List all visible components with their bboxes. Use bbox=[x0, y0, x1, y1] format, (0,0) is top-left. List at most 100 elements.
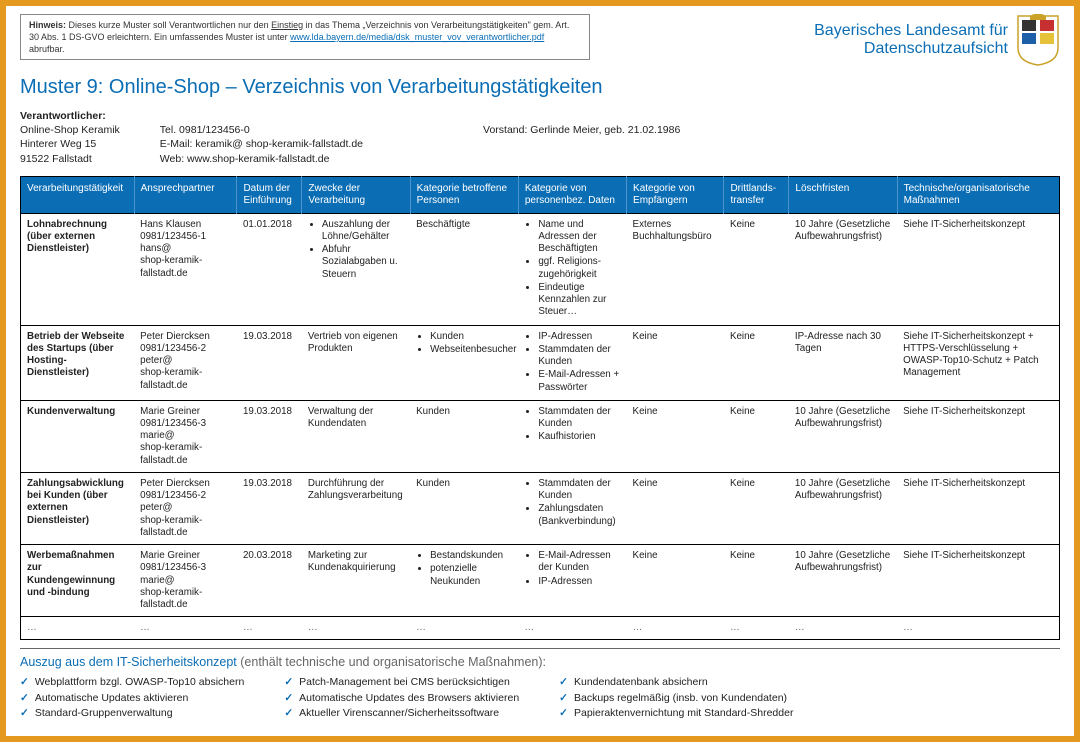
table-cell: Keine bbox=[724, 545, 789, 617]
table-cell: Verwaltung der Kundendaten bbox=[302, 400, 410, 472]
table-cell: Betrieb der Webseite des Startups (über … bbox=[21, 325, 135, 400]
table-cell: … bbox=[627, 617, 724, 640]
footer-item: Backups regelmäßig (insb. von Kundendate… bbox=[559, 691, 793, 706]
table-cell: Hans Klausen0981/123456-1hans@shop-keram… bbox=[134, 213, 237, 325]
info-col-3: Vorstand: Gerlinde Meier, geb. 21.02.198… bbox=[483, 109, 680, 166]
footer-item: Webplattform bzgl. OWASP-Top10 absichern bbox=[20, 675, 244, 690]
table-cell: 10 Jahre (Gesetzliche Aufbewahrungsfrist… bbox=[789, 545, 897, 617]
note-link[interactable]: www.lda.bayern.de/media/dsk_muster_vov_v… bbox=[290, 32, 544, 42]
note-t3: abrufbar. bbox=[29, 44, 65, 54]
footer-item: Kundendatenbank absichern bbox=[559, 675, 793, 690]
agency-block: Bayerisches Landesamt für Datenschutzauf… bbox=[814, 14, 1060, 66]
footer-title: Auszug aus dem IT-Sicherheitskonzept (en… bbox=[20, 655, 1060, 669]
table-cell: 10 Jahre (Gesetzliche Aufbewahrungsfrist… bbox=[789, 213, 897, 325]
table-cell: KundenWebseitenbesucher bbox=[410, 325, 518, 400]
col-header: Kategorie betroffene Personen bbox=[410, 176, 518, 213]
table-cell: Siehe IT-Sicherheitskonzept + HTTPS-Vers… bbox=[897, 325, 1059, 400]
col-header: Kategorie von Empfängern bbox=[627, 176, 724, 213]
table-cell: 19.03.2018 bbox=[237, 400, 302, 472]
table-cell: 10 Jahre (Gesetzliche Aufbewahrungsfrist… bbox=[789, 472, 897, 544]
footer-col-2: Patch-Management bei CMS berücksichtigen… bbox=[284, 675, 519, 721]
table-cell: Kunden bbox=[410, 472, 518, 544]
footer-columns: Webplattform bzgl. OWASP-Top10 absichern… bbox=[20, 675, 1060, 721]
agency-line2: Datenschutzaufsicht bbox=[814, 40, 1008, 58]
note-underline: Einstieg bbox=[271, 20, 303, 30]
table-header-row: VerarbeitungstätigkeitAnsprechpartnerDat… bbox=[21, 176, 1060, 213]
table-cell: Peter Diercksen0981/123456-2peter@shop-k… bbox=[134, 472, 237, 544]
col-header: Zwecke der Verarbeitung bbox=[302, 176, 410, 213]
table-cell: Stammdaten der KundenKaufhistorien bbox=[518, 400, 626, 472]
table-cell: Keine bbox=[627, 545, 724, 617]
table-cell: Beschäftigte bbox=[410, 213, 518, 325]
table-cell: Bestandskundenpotenzielle Neukunden bbox=[410, 545, 518, 617]
table-cell: Keine bbox=[627, 472, 724, 544]
bavaria-crest-icon bbox=[1016, 14, 1060, 66]
table-cell: Name und Adressen der Beschäftigtenggf. … bbox=[518, 213, 626, 325]
table-cell: Keine bbox=[627, 325, 724, 400]
processing-table: VerarbeitungstätigkeitAnsprechpartnerDat… bbox=[20, 176, 1060, 641]
table-cell: … bbox=[724, 617, 789, 640]
col-header: Technische/organisatorische Maßnahmen bbox=[897, 176, 1059, 213]
table-cell: Keine bbox=[724, 400, 789, 472]
agency-text: Bayerisches Landesamt für Datenschutzauf… bbox=[814, 22, 1008, 59]
note-t1: Dieses kurze Muster soll Verantwortliche… bbox=[66, 20, 271, 30]
table-cell: IP-AdressenStammdaten der KundenE-Mail-A… bbox=[518, 325, 626, 400]
footer-title-blue: Auszug aus dem IT-Sicherheitskonzept bbox=[20, 655, 237, 669]
note-box: Hinweis: Dieses kurze Muster soll Verant… bbox=[20, 14, 590, 60]
info-c2-2: Web: www.shop-keramik-fallstadt.de bbox=[160, 152, 363, 166]
table-cell: Auszahlung der Löhne/GehälterAbfuhr Sozi… bbox=[302, 213, 410, 325]
table-cell: Durchführung der Zahlungsverarbeitung bbox=[302, 472, 410, 544]
table-cell: 20.03.2018 bbox=[237, 545, 302, 617]
info-c2-0: Tel. 0981/123456-0 bbox=[160, 123, 363, 137]
info-c2-1: E-Mail: keramik@ shop-keramik-fallstadt.… bbox=[160, 137, 363, 151]
table-cell: Siehe IT-Sicherheitskonzept bbox=[897, 472, 1059, 544]
table-cell: Siehe IT-Sicherheitskonzept bbox=[897, 400, 1059, 472]
note-prefix: Hinweis: bbox=[29, 20, 66, 30]
table-cell: … bbox=[897, 617, 1059, 640]
table-cell: Marie Greiner0981/123456-3marie@shop-ker… bbox=[134, 400, 237, 472]
col-header: Verarbeitungstätigkeit bbox=[21, 176, 135, 213]
table-cell: E-Mail-Adressen der KundenIP-Adressen bbox=[518, 545, 626, 617]
info-col-1: Verantwortlicher: Online-Shop Keramik Hi… bbox=[20, 109, 120, 166]
table-cell: Zahlungsabwicklung bei Kunden (über exte… bbox=[21, 472, 135, 544]
footer-item: Automatische Updates aktivieren bbox=[20, 691, 244, 706]
page-title: Muster 9: Online-Shop – Verzeichnis von … bbox=[20, 76, 1060, 99]
table-cell: … bbox=[134, 617, 237, 640]
table-cell: … bbox=[789, 617, 897, 640]
table-cell: … bbox=[410, 617, 518, 640]
table-row: KundenverwaltungMarie Greiner0981/123456… bbox=[21, 400, 1060, 472]
table-cell: Externes Buchhaltungsbüro bbox=[627, 213, 724, 325]
table-cell: Keine bbox=[627, 400, 724, 472]
table-cell: Marie Greiner0981/123456-3marie@shop-ker… bbox=[134, 545, 237, 617]
table-cell: Siehe IT-Sicherheitskonzept bbox=[897, 213, 1059, 325]
table-cell: 19.03.2018 bbox=[237, 472, 302, 544]
table-row: Zahlungsabwicklung bei Kunden (über exte… bbox=[21, 472, 1060, 544]
document-frame: Hinweis: Dieses kurze Muster soll Verant… bbox=[0, 0, 1080, 742]
table-cell: Keine bbox=[724, 472, 789, 544]
table-cell: IP-Adresse nach 30 Tagen bbox=[789, 325, 897, 400]
footer-item: Papieraktenvernichtung mit Standard-Shre… bbox=[559, 706, 793, 721]
table-row: Lohnabrechnung (über externen Dienstleis… bbox=[21, 213, 1060, 325]
table-cell: Werbemaßnahmen zur Kundengewinnung und -… bbox=[21, 545, 135, 617]
table-cell: 19.03.2018 bbox=[237, 325, 302, 400]
table-cell: Vertrieb von eigenen Produkten bbox=[302, 325, 410, 400]
footer-col-3: Kundendatenbank absichernBackups regelmä… bbox=[559, 675, 793, 721]
table-cell: Siehe IT-Sicherheitskonzept bbox=[897, 545, 1059, 617]
table-cell: Keine bbox=[724, 213, 789, 325]
table-row: Werbemaßnahmen zur Kundengewinnung und -… bbox=[21, 545, 1060, 617]
footer-title-gray: (enthält technische und organisatorische… bbox=[237, 655, 546, 669]
col-header: Datum der Einführung bbox=[237, 176, 302, 213]
info-c1-0: Online-Shop Keramik bbox=[20, 123, 120, 137]
table-cell: … bbox=[302, 617, 410, 640]
footer-item: Standard-Gruppenverwaltung bbox=[20, 706, 244, 721]
responsible-block: Verantwortlicher: Online-Shop Keramik Hi… bbox=[20, 109, 1060, 166]
info-c1-1: Hinterer Weg 15 bbox=[20, 137, 120, 151]
info-c3-0: Vorstand: Gerlinde Meier, geb. 21.02.198… bbox=[483, 123, 680, 137]
col-header: Kategorie von personenbez. Daten bbox=[518, 176, 626, 213]
table-cell: Kunden bbox=[410, 400, 518, 472]
table-cell: Kundenverwaltung bbox=[21, 400, 135, 472]
table-cell: Keine bbox=[724, 325, 789, 400]
responsible-label: Verantwortlicher: bbox=[20, 109, 120, 123]
table-row-ellipsis: ………………………… bbox=[21, 617, 1060, 640]
table-cell: 01.01.2018 bbox=[237, 213, 302, 325]
